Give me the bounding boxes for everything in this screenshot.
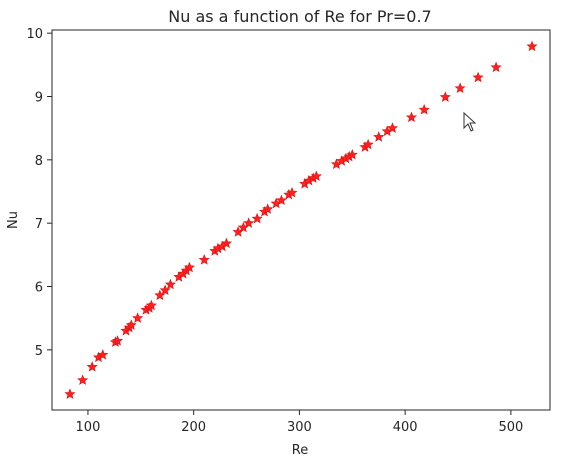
x-tick-label: 200 bbox=[181, 420, 206, 435]
data-point bbox=[386, 122, 398, 133]
data-point bbox=[198, 254, 210, 265]
y-tick-label: 6 bbox=[35, 281, 43, 296]
data-point bbox=[77, 374, 89, 385]
data-point bbox=[526, 40, 538, 52]
data-point bbox=[454, 82, 466, 93]
x-tick-label: 300 bbox=[287, 420, 312, 435]
data-point bbox=[145, 299, 157, 311]
data-point bbox=[64, 388, 76, 399]
data-point bbox=[262, 203, 274, 214]
data-point bbox=[86, 361, 98, 372]
x-tick-label: 400 bbox=[393, 420, 418, 435]
data-point bbox=[132, 312, 144, 323]
data-point bbox=[418, 103, 430, 115]
data-point bbox=[373, 131, 385, 142]
y-tick-label: 8 bbox=[35, 154, 43, 169]
mouse-cursor-icon bbox=[463, 111, 477, 132]
data-point bbox=[439, 91, 451, 102]
data-point bbox=[164, 278, 176, 290]
y-tick-label: 7 bbox=[35, 217, 43, 232]
y-tick-label: 5 bbox=[35, 344, 43, 359]
data-point bbox=[220, 237, 232, 249]
x-axis: 100 200 300 400 500 bbox=[76, 410, 523, 435]
chart-title: Nu as a function of Re for Pr=0.7 bbox=[168, 7, 431, 26]
data-point bbox=[183, 261, 195, 273]
data-point bbox=[243, 217, 255, 228]
data-points bbox=[64, 40, 538, 399]
data-point bbox=[112, 335, 124, 346]
x-tick-label: 500 bbox=[498, 420, 523, 435]
data-point bbox=[97, 349, 109, 360]
data-point bbox=[286, 186, 298, 198]
data-point bbox=[310, 170, 322, 182]
data-point bbox=[490, 61, 502, 73]
y-tick-label: 9 bbox=[35, 91, 43, 106]
data-point bbox=[125, 319, 137, 330]
data-point bbox=[405, 111, 418, 123]
y-axis: 5 6 7 8 9 10 bbox=[26, 27, 52, 359]
x-axis-label: Re bbox=[292, 443, 308, 458]
data-point bbox=[251, 212, 263, 224]
data-point bbox=[472, 71, 484, 83]
data-point bbox=[275, 194, 287, 206]
plot-frame bbox=[51, 29, 551, 411]
y-axis-label: Nu bbox=[6, 211, 21, 229]
data-point bbox=[362, 138, 374, 150]
data-point bbox=[159, 284, 171, 296]
data-point bbox=[346, 148, 358, 160]
x-tick-label: 100 bbox=[76, 420, 101, 435]
y-tick-label: 10 bbox=[26, 27, 43, 42]
